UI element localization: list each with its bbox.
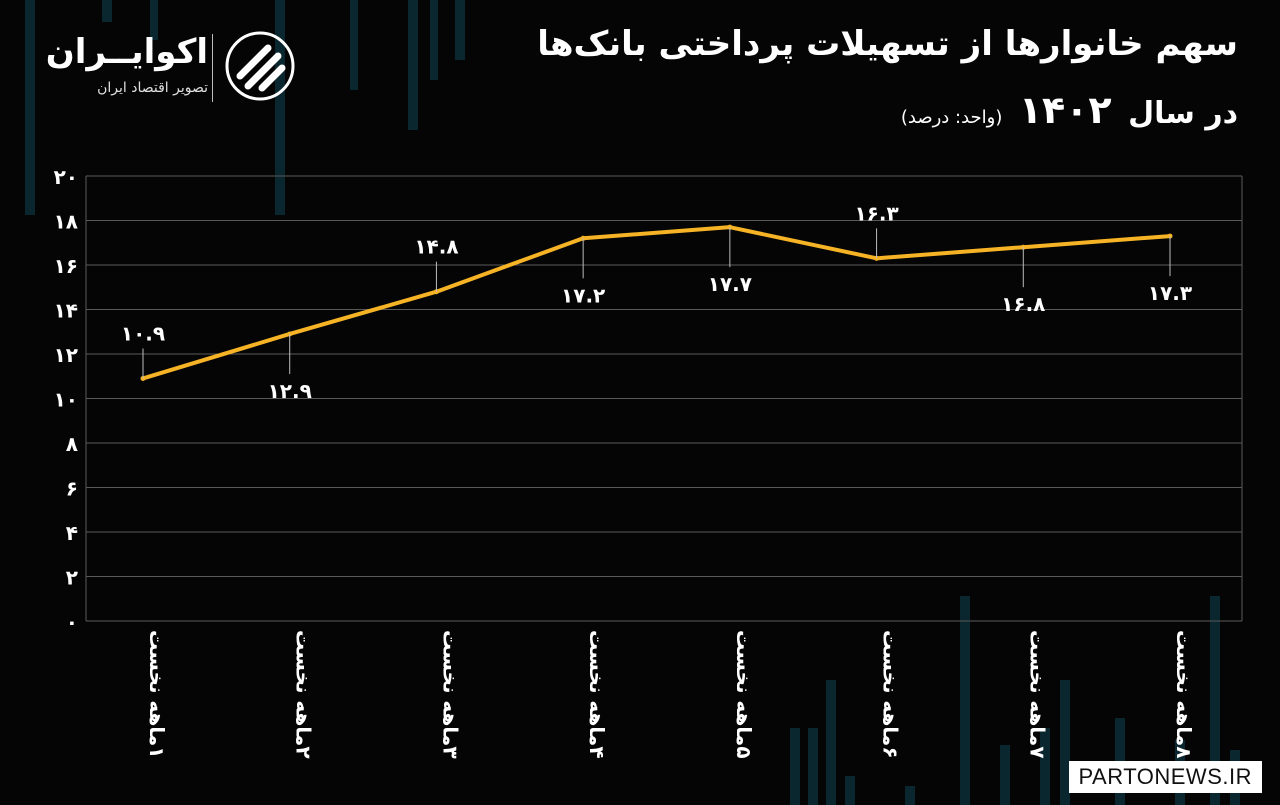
x-tick-label: ۸ماهه نخست bbox=[1172, 630, 1196, 759]
watermark: PARTONEWS.IR bbox=[1068, 761, 1262, 793]
y-tick-label: ۲۰ bbox=[54, 165, 78, 189]
y-tick-label: ۴ bbox=[66, 521, 78, 545]
data-label: ۱۷.۲ bbox=[561, 283, 605, 307]
y-tick-label: ۱۴ bbox=[54, 299, 78, 323]
logo-divider bbox=[212, 34, 213, 102]
x-tick-label: ۴ماهه نخست bbox=[585, 630, 609, 759]
y-tick-label: ۶ bbox=[66, 477, 78, 501]
brand-mark-icon bbox=[225, 31, 295, 101]
data-label: ۱۰.۹ bbox=[121, 321, 165, 345]
y-tick-label: ۸ bbox=[66, 432, 78, 456]
x-tick-label: ۶ماهه نخست bbox=[879, 630, 903, 759]
y-tick-label: ۱۰ bbox=[54, 388, 78, 412]
chart-title: سهم خانوارها از تسهیلات پرداختی بانک‌ها bbox=[537, 24, 1238, 64]
data-label: ۱۲.۹ bbox=[268, 379, 312, 403]
y-tick-label: ۱۶ bbox=[54, 254, 78, 278]
x-tick-label: ۵ماهه نخست bbox=[732, 630, 756, 759]
brand-name: اکوایــران bbox=[45, 32, 208, 72]
subtitle-year: ۱۴۰۲ bbox=[1018, 88, 1112, 132]
x-tick-label: ۱ماهه نخست bbox=[145, 630, 169, 759]
data-label: ۱۴.۸ bbox=[414, 235, 458, 259]
chart-subtitle: در سال ۱۴۰۲ (واحد: درصد) bbox=[901, 88, 1238, 132]
x-tick-label: ۲ماهه نخست bbox=[292, 630, 316, 759]
unit-label: (واحد: درصد) bbox=[900, 107, 1003, 128]
subtitle-prefix: در سال bbox=[1128, 96, 1238, 131]
data-label: ۱۶.۳ bbox=[854, 201, 898, 225]
brand-tagline: تصویر اقتصاد ایران bbox=[97, 80, 208, 96]
brand-logo: اکوایــران تصویر اقتصاد ایران bbox=[45, 30, 308, 110]
data-label: ۱۷.۷ bbox=[708, 272, 752, 296]
y-tick-label: ۱۸ bbox=[54, 210, 78, 234]
data-label: ۱۷.۳ bbox=[1148, 281, 1192, 305]
data-label: ۱۶.۸ bbox=[1001, 292, 1045, 316]
y-tick-label: ۰ bbox=[66, 610, 78, 634]
x-tick-label: ۷ماهه نخست bbox=[1025, 630, 1049, 759]
y-tick-label: ۱۲ bbox=[54, 343, 78, 367]
y-tick-label: ۲ bbox=[66, 566, 78, 590]
x-tick-label: ۳ماهه نخست bbox=[438, 630, 462, 759]
series-line bbox=[141, 225, 1172, 381]
